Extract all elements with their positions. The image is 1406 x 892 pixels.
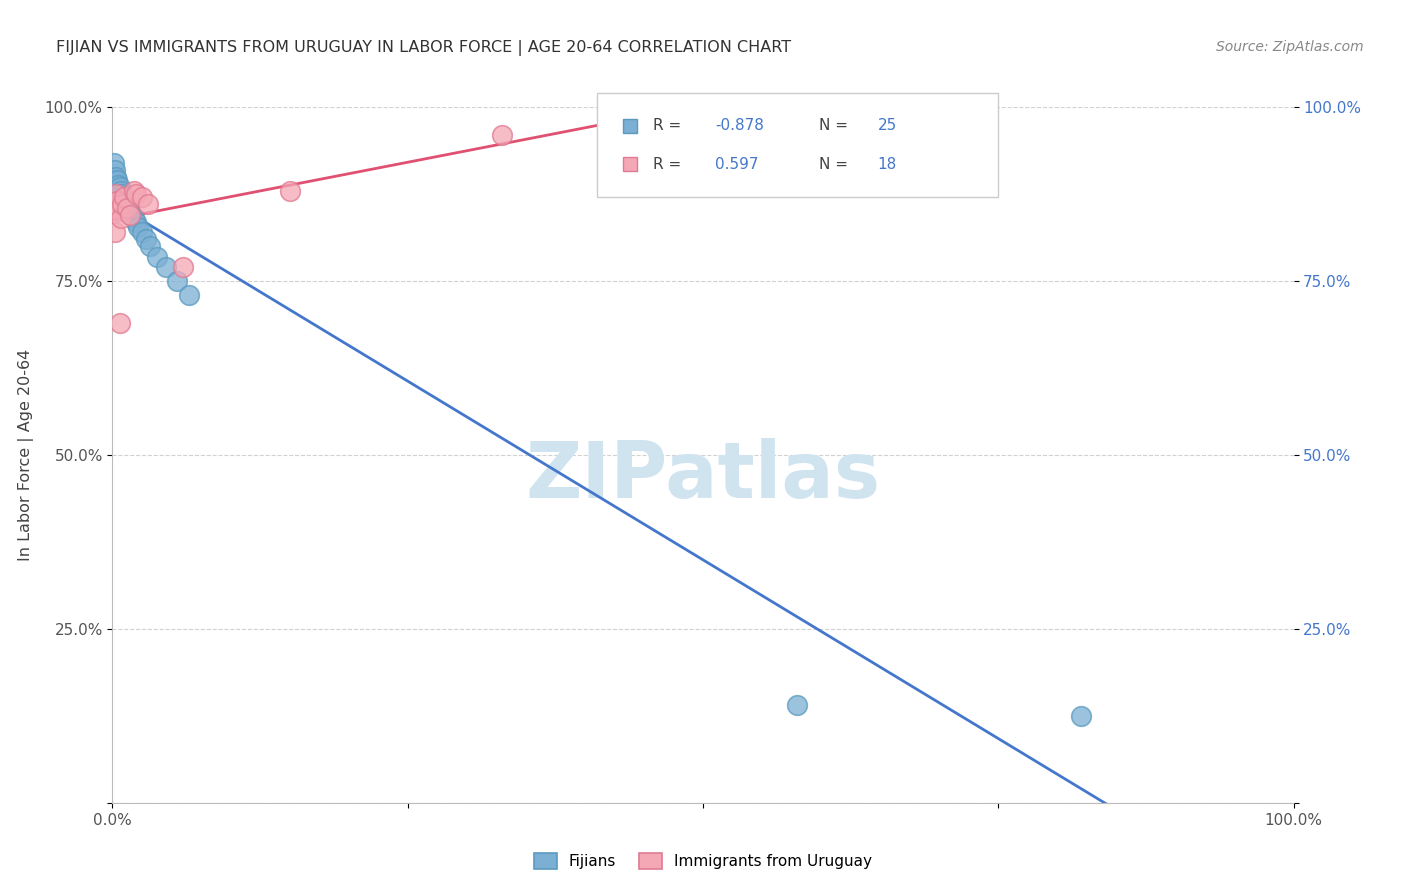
Text: ZIPatlas: ZIPatlas <box>526 438 880 514</box>
Point <box>111 197 134 211</box>
Point <box>136 197 159 211</box>
Point <box>112 190 135 204</box>
Text: 25: 25 <box>877 119 897 133</box>
Point <box>115 199 138 213</box>
Point <box>278 184 301 198</box>
Point <box>120 208 142 222</box>
Text: 0.597: 0.597 <box>714 157 758 171</box>
Point <box>155 260 177 274</box>
Point <box>104 225 127 239</box>
Point <box>125 187 148 202</box>
Point <box>105 187 128 202</box>
Point <box>118 202 141 217</box>
Point <box>146 250 169 264</box>
Point <box>179 288 201 302</box>
Point <box>115 201 138 215</box>
Point <box>105 194 128 208</box>
Text: N =: N = <box>818 157 852 171</box>
Point <box>107 204 129 219</box>
Point <box>491 128 513 142</box>
Point <box>103 155 125 169</box>
Point <box>786 698 808 713</box>
Y-axis label: In Labor Force | Age 20-64: In Labor Force | Age 20-64 <box>18 349 34 561</box>
Point <box>131 190 153 204</box>
Point <box>122 184 145 198</box>
Point <box>1070 708 1092 723</box>
Point <box>105 169 128 184</box>
Point <box>104 162 127 177</box>
Legend: Fijians, Immigrants from Uruguay: Fijians, Immigrants from Uruguay <box>527 847 879 875</box>
Point <box>166 274 188 288</box>
Point <box>172 260 194 274</box>
Point <box>131 225 153 239</box>
Point <box>120 208 142 222</box>
Point <box>112 194 135 208</box>
Point <box>135 232 157 246</box>
Text: -0.878: -0.878 <box>714 119 763 133</box>
Point <box>108 180 131 194</box>
Point <box>108 316 131 330</box>
Point <box>110 184 132 198</box>
Point <box>105 173 128 187</box>
Text: R =: R = <box>654 119 686 133</box>
Point <box>125 215 148 229</box>
Point <box>112 190 135 204</box>
Text: 18: 18 <box>877 157 897 171</box>
Point <box>111 187 134 202</box>
Point <box>107 178 129 192</box>
Text: R =: R = <box>654 157 692 171</box>
Text: N =: N = <box>818 119 852 133</box>
FancyBboxPatch shape <box>596 93 998 197</box>
Point <box>122 211 145 226</box>
Point <box>139 239 162 253</box>
Text: FIJIAN VS IMMIGRANTS FROM URUGUAY IN LABOR FORCE | AGE 20-64 CORRELATION CHART: FIJIAN VS IMMIGRANTS FROM URUGUAY IN LAB… <box>56 40 792 56</box>
Point <box>127 219 149 234</box>
Point <box>103 201 125 215</box>
Text: Source: ZipAtlas.com: Source: ZipAtlas.com <box>1216 40 1364 54</box>
Point <box>110 211 132 226</box>
